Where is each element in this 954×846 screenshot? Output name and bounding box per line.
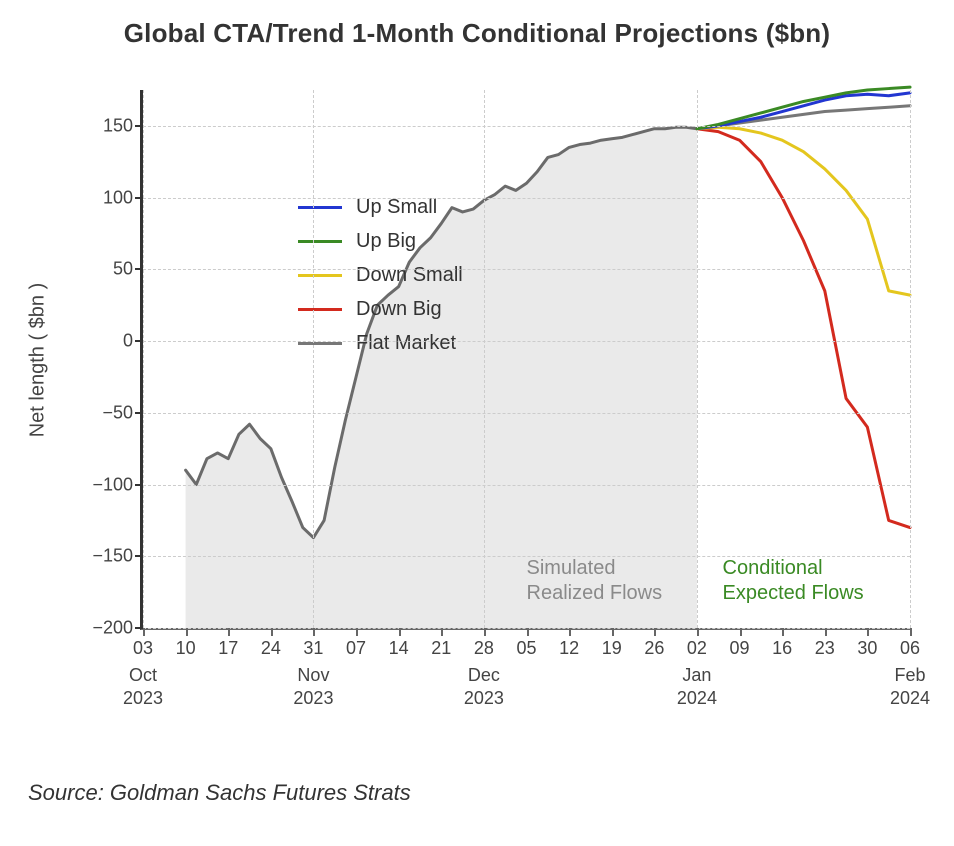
legend-item-flat: Flat Market	[298, 326, 463, 360]
x-month-label: Oct2023	[123, 664, 163, 709]
legend-label: Up Big	[356, 224, 416, 258]
x-tick	[186, 628, 188, 636]
x-tick	[143, 628, 145, 636]
legend-swatch	[298, 274, 342, 277]
x-tick	[271, 628, 273, 636]
x-tick-label: 17	[218, 638, 238, 659]
x-tick-label: 05	[516, 638, 536, 659]
y-tick	[135, 125, 143, 127]
chart-svg	[143, 90, 910, 628]
x-tick-label: 09	[730, 638, 750, 659]
x-month-label: Dec2023	[464, 664, 504, 709]
y-gridline	[143, 198, 910, 199]
x-tick-label: 28	[474, 638, 494, 659]
x-gridline	[697, 90, 698, 628]
y-gridline	[143, 485, 910, 486]
legend-item-down_small: Down Small	[298, 258, 463, 292]
y-gridline	[143, 269, 910, 270]
y-gridline	[143, 126, 910, 127]
y-gridline	[143, 341, 910, 342]
x-tick	[441, 628, 443, 636]
legend-swatch	[298, 240, 342, 243]
x-tick-label: 03	[133, 638, 153, 659]
legend-swatch	[298, 308, 342, 311]
legend-label: Down Big	[356, 292, 442, 326]
annotation-conditional: ConditionalExpected Flows	[723, 556, 864, 606]
x-tick-label: 23	[815, 638, 835, 659]
y-tick-label: 150	[103, 115, 133, 136]
x-tick	[569, 628, 571, 636]
y-tick	[135, 484, 143, 486]
x-tick	[782, 628, 784, 636]
y-tick	[135, 627, 143, 629]
y-tick-label: 0	[123, 331, 133, 352]
x-tick-label: 06	[900, 638, 920, 659]
x-tick-label: 19	[602, 638, 622, 659]
x-tick	[527, 628, 529, 636]
plot-area: Up SmallUp BigDown SmallDown BigFlat Mar…	[140, 90, 910, 630]
y-tick	[135, 197, 143, 199]
y-tick-label: 100	[103, 187, 133, 208]
chart-title: Global CTA/Trend 1-Month Conditional Pro…	[0, 18, 954, 49]
x-month-label: Feb2024	[890, 664, 930, 709]
x-gridline	[313, 90, 314, 628]
x-tick	[825, 628, 827, 636]
chart-container: Global CTA/Trend 1-Month Conditional Pro…	[0, 0, 954, 846]
x-gridline	[143, 90, 144, 628]
x-tick-label: 31	[303, 638, 323, 659]
projection-line-up_small	[697, 93, 910, 129]
x-month-label: Nov2023	[293, 664, 333, 709]
x-tick	[910, 628, 912, 636]
source-text: Source: Goldman Sachs Futures Strats	[28, 780, 411, 806]
legend-label: Up Small	[356, 190, 437, 224]
x-tick	[356, 628, 358, 636]
y-tick-label: −200	[92, 618, 133, 639]
x-tick-label: 12	[559, 638, 579, 659]
x-gridline	[484, 90, 485, 628]
x-tick	[697, 628, 699, 636]
x-month-label: Jan2024	[677, 664, 717, 709]
y-axis-title: Net length ( $bn )	[27, 283, 50, 438]
legend: Up SmallUp BigDown SmallDown BigFlat Mar…	[298, 190, 463, 360]
x-tick	[654, 628, 656, 636]
y-tick	[135, 555, 143, 557]
y-tick-label: −50	[102, 402, 133, 423]
x-tick	[867, 628, 869, 636]
x-tick-label: 26	[644, 638, 664, 659]
y-tick	[135, 340, 143, 342]
x-gridline	[910, 90, 911, 628]
x-tick-label: 07	[346, 638, 366, 659]
x-tick	[612, 628, 614, 636]
legend-label: Flat Market	[356, 326, 456, 360]
x-tick-label: 02	[687, 638, 707, 659]
y-tick	[135, 412, 143, 414]
x-tick-label: 14	[389, 638, 409, 659]
legend-label: Down Small	[356, 258, 463, 292]
legend-swatch	[298, 206, 342, 209]
x-tick-label: 16	[772, 638, 792, 659]
y-tick-label: −150	[92, 546, 133, 567]
x-tick-label: 10	[176, 638, 196, 659]
annotation-simulated: SimulatedRealized Flows	[527, 556, 663, 606]
x-tick	[740, 628, 742, 636]
y-tick-label: 50	[113, 259, 133, 280]
x-tick-label: 24	[261, 638, 281, 659]
legend-item-down_big: Down Big	[298, 292, 463, 326]
x-tick	[228, 628, 230, 636]
x-tick-label: 30	[857, 638, 877, 659]
x-tick	[313, 628, 315, 636]
y-tick	[135, 268, 143, 270]
legend-item-up_big: Up Big	[298, 224, 463, 258]
y-gridline	[143, 413, 910, 414]
y-tick-label: −100	[92, 474, 133, 495]
x-tick-label: 21	[431, 638, 451, 659]
x-tick	[399, 628, 401, 636]
projection-line-down_big	[697, 129, 910, 528]
x-tick	[484, 628, 486, 636]
legend-item-up_small: Up Small	[298, 190, 463, 224]
